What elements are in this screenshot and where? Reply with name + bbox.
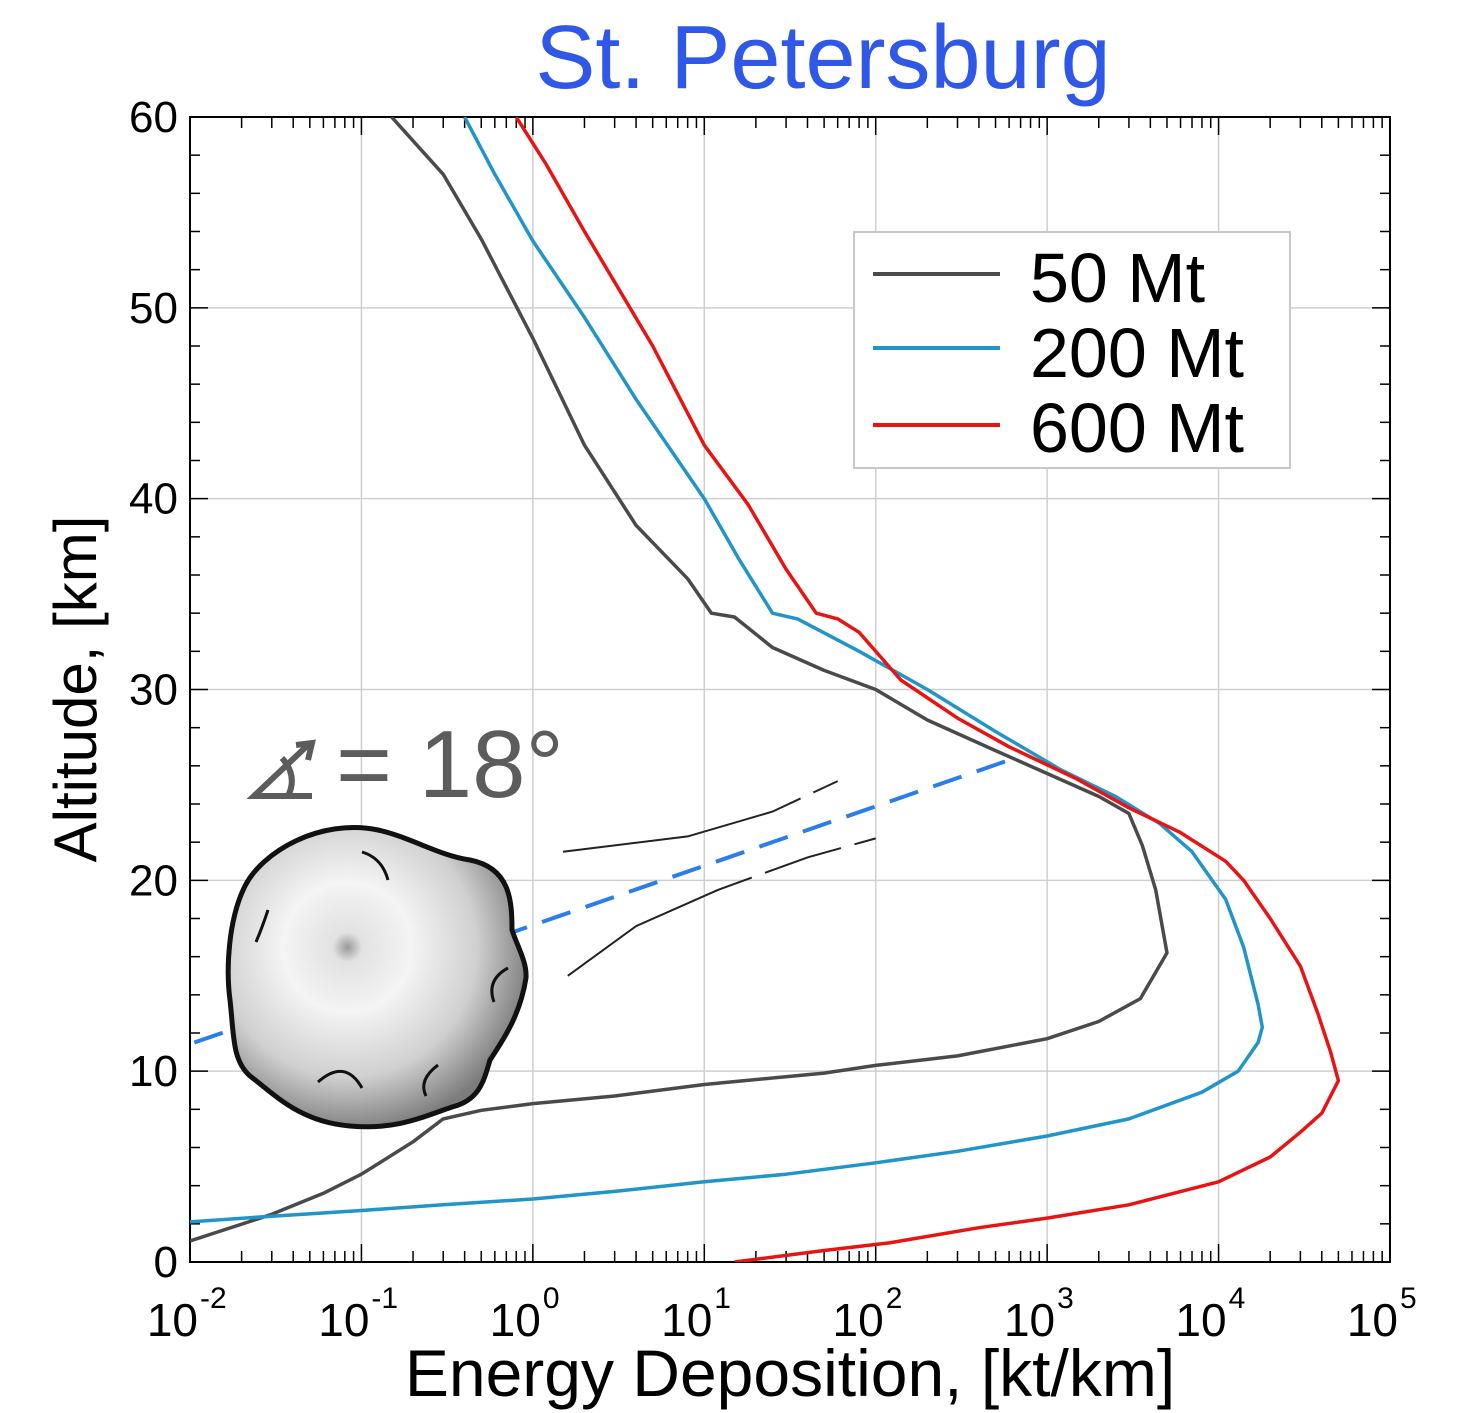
x-tick-labels: 10 -2 10 -1 10 0 10 1 10 2 10 3 10 4 10 5	[147, 1282, 1417, 1346]
series-line-600-mt	[514, 117, 1341, 1262]
x-tick-label-5: 10 5	[1347, 1282, 1417, 1346]
x-tick-exponent: 2	[886, 1282, 903, 1315]
x-tick-label--2: 10 -2	[147, 1282, 227, 1346]
legend: 50 Mt 200 Mt 600 Mt	[853, 231, 1291, 469]
x-axis-label: Energy Deposition, [kt/km]	[405, 1336, 1175, 1410]
legend-label-200mt: 200 Mt	[1030, 314, 1244, 392]
y-tick-label-60: 60	[129, 93, 178, 142]
y-tick-label-10: 10	[129, 1047, 178, 1096]
y-tick-label-20: 20	[129, 856, 178, 905]
x-tick-exponent: -1	[371, 1282, 398, 1315]
x-tick-label-4: 10 4	[1175, 1282, 1245, 1346]
series-line-200-mt	[190, 117, 1265, 1224]
legend-label-600mt: 600 Mt	[1030, 389, 1244, 467]
legend-label-50mt: 50 Mt	[1030, 239, 1205, 317]
x-tick-base: 10	[661, 1294, 712, 1346]
x-tick-base: 10	[490, 1294, 541, 1346]
y-tick-labels: 0 10 20 30 40 50 60	[129, 93, 178, 1287]
wake-line-lower	[567, 837, 876, 977]
angle-icon	[246, 739, 316, 799]
x-tick-label-3: 10 3	[1004, 1282, 1074, 1346]
y-tick-label-40: 40	[129, 475, 178, 524]
plot-frame	[189, 116, 1391, 1263]
meteor-annotation: = 18°	[193, 711, 1010, 1130]
y-axis-label: Altitude, [km]	[42, 516, 109, 863]
x-tick-exponent: 5	[1400, 1282, 1417, 1315]
x-tick-label-0: 10 0	[490, 1282, 560, 1346]
x-tick-label-2: 10 2	[833, 1282, 903, 1346]
x-tick-label-1: 10 1	[661, 1282, 731, 1346]
x-tick-exponent: -2	[200, 1282, 227, 1315]
minor-ticks	[189, 116, 1390, 1263]
asteroid-icon	[225, 825, 529, 1130]
angle-label: = 18°	[336, 711, 564, 818]
series-lines	[190, 117, 1341, 1262]
x-tick-base: 10	[147, 1294, 198, 1346]
x-tick-base: 10	[1347, 1294, 1398, 1346]
series-line-50-mt	[190, 117, 1169, 1243]
y-tick-label-0: 0	[154, 1238, 178, 1287]
x-tick-exponent: 1	[714, 1282, 731, 1315]
x-tick-label--1: 10 -1	[318, 1282, 398, 1346]
x-tick-exponent: 4	[1229, 1282, 1246, 1315]
x-tick-exponent: 3	[1057, 1282, 1074, 1315]
x-tick-exponent: 0	[543, 1282, 560, 1315]
x-tick-base: 10	[1175, 1294, 1226, 1346]
x-tick-base: 10	[833, 1294, 884, 1346]
y-tick-label-50: 50	[129, 284, 178, 333]
y-tick-label-30: 30	[129, 666, 178, 715]
wake-line-upper	[562, 780, 839, 853]
chart-title: St. Petersburg	[535, 8, 1110, 108]
x-tick-base: 10	[318, 1294, 369, 1346]
x-tick-base: 10	[1004, 1294, 1055, 1346]
